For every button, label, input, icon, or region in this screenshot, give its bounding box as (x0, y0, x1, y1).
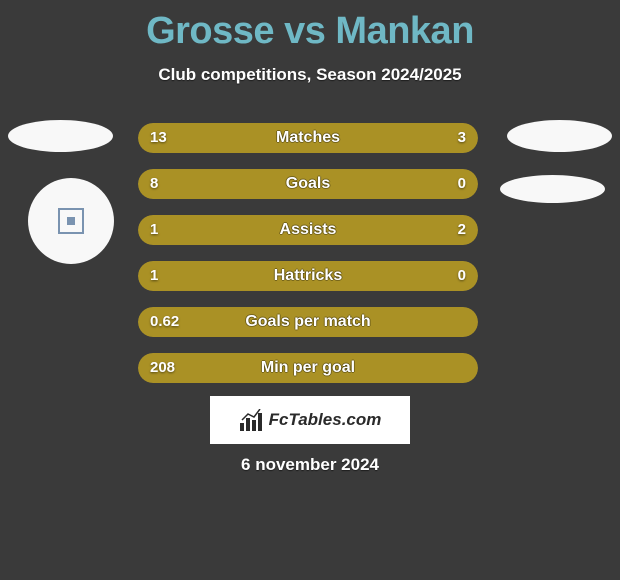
logo-text: FcTables.com (269, 410, 382, 430)
stat-row: 8Goals0 (138, 169, 478, 199)
logo-box: FcTables.com (210, 396, 410, 444)
page-title: Grosse vs Mankan (0, 0, 620, 53)
page-subtitle: Club competitions, Season 2024/2025 (0, 65, 620, 85)
player2-avatar-ellipse (507, 120, 612, 152)
stat-label: Hattricks (138, 261, 478, 291)
stat-right-value: 0 (458, 261, 466, 291)
player1-avatar-circle (28, 178, 114, 264)
player1-placeholder-icon (58, 208, 84, 234)
stat-row: 1Assists2 (138, 215, 478, 245)
stats-container: 13Matches3 8Goals0 1Assists2 1Hattricks0 0.6… (138, 123, 478, 399)
stat-label: Min per goal (138, 353, 478, 383)
stat-row: 208Min per goal (138, 353, 478, 383)
logo-chart-icon (239, 409, 263, 431)
stat-right-value: 3 (458, 123, 466, 153)
date-caption: 6 november 2024 (0, 455, 620, 475)
player1-avatar-ellipse (8, 120, 113, 152)
stat-row: 1Hattricks0 (138, 261, 478, 291)
stat-label: Goals (138, 169, 478, 199)
stat-label: Matches (138, 123, 478, 153)
stat-row: 0.62Goals per match (138, 307, 478, 337)
player2-avatar-ellipse2 (500, 175, 605, 203)
stat-label: Assists (138, 215, 478, 245)
stat-row: 13Matches3 (138, 123, 478, 153)
stat-label: Goals per match (138, 307, 478, 337)
stat-right-value: 2 (458, 215, 466, 245)
stat-right-value: 0 (458, 169, 466, 199)
